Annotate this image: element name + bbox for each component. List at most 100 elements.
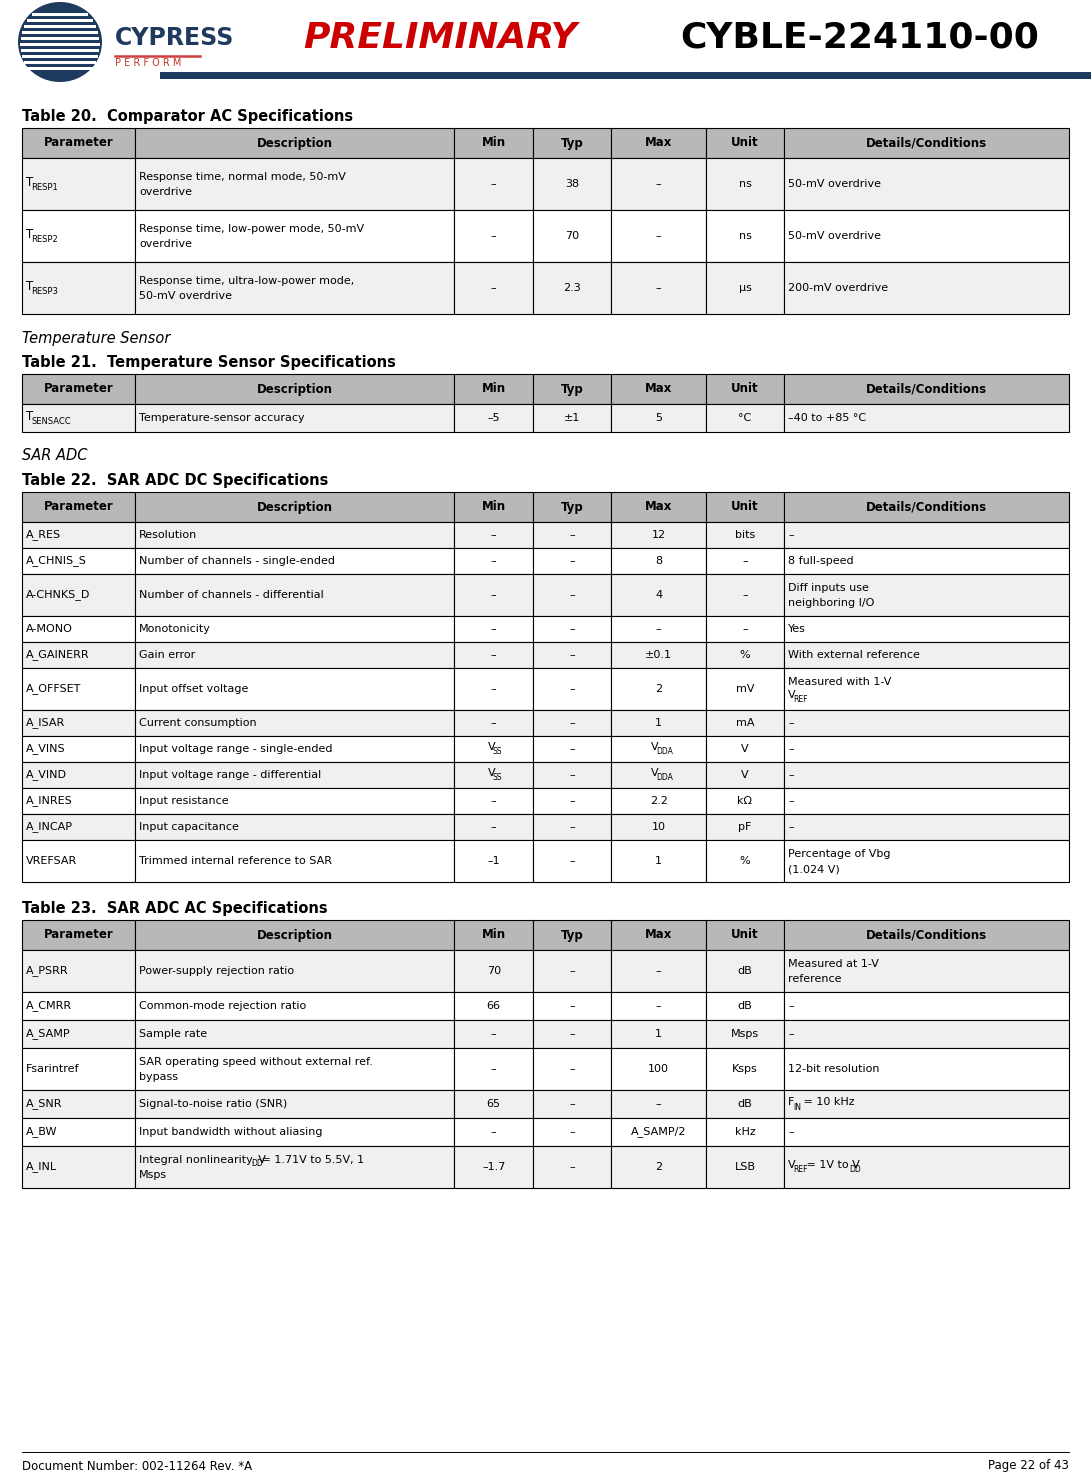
Text: = 1.71V to 5.5V, 1: = 1.71V to 5.5V, 1 xyxy=(257,1155,364,1166)
Bar xyxy=(135,709,455,736)
Text: A-CHNKS_D: A-CHNKS_D xyxy=(26,589,91,600)
Text: Gain error: Gain error xyxy=(139,650,195,661)
Text: –: – xyxy=(570,1001,575,1012)
Bar xyxy=(22,949,135,992)
Bar xyxy=(135,210,455,262)
Text: Parameter: Parameter xyxy=(44,501,113,514)
Bar xyxy=(532,127,611,158)
Bar xyxy=(532,158,611,210)
Text: V: V xyxy=(788,690,795,701)
Text: –: – xyxy=(570,624,575,634)
Bar xyxy=(455,920,532,949)
Text: –: – xyxy=(491,555,496,566)
Text: A_SAMP/2: A_SAMP/2 xyxy=(631,1127,686,1137)
Bar xyxy=(706,920,784,949)
Text: V: V xyxy=(488,742,495,752)
Bar xyxy=(455,548,532,575)
Bar xyxy=(22,763,135,788)
Bar xyxy=(135,788,455,815)
Text: –: – xyxy=(656,179,661,190)
Bar xyxy=(455,992,532,1020)
Bar xyxy=(135,1146,455,1188)
Text: 10: 10 xyxy=(651,822,666,832)
Bar xyxy=(455,668,532,709)
Text: %: % xyxy=(740,856,751,866)
Bar xyxy=(27,67,93,70)
Bar xyxy=(455,158,532,210)
Bar xyxy=(455,521,532,548)
Bar xyxy=(706,1146,784,1188)
Bar xyxy=(455,1090,532,1118)
Text: –: – xyxy=(788,1001,794,1012)
Bar xyxy=(784,1049,1069,1090)
Bar xyxy=(455,404,532,432)
Text: –: – xyxy=(742,624,747,634)
Bar xyxy=(706,992,784,1020)
Text: Fsarintref: Fsarintref xyxy=(26,1063,80,1074)
Bar xyxy=(135,375,455,404)
Bar xyxy=(611,158,706,210)
Bar xyxy=(455,127,532,158)
Text: Table 22.  SAR ADC DC Specifications: Table 22. SAR ADC DC Specifications xyxy=(22,472,328,487)
Text: Table 21.  Temperature Sensor Specifications: Table 21. Temperature Sensor Specificati… xyxy=(22,354,396,369)
Bar xyxy=(22,736,135,763)
Bar xyxy=(135,1090,455,1118)
Bar xyxy=(22,1049,135,1090)
Text: –: – xyxy=(570,1127,575,1137)
Bar xyxy=(135,840,455,883)
Text: Max: Max xyxy=(645,136,672,150)
Bar xyxy=(21,37,99,40)
Bar xyxy=(532,575,611,616)
Bar xyxy=(611,375,706,404)
Bar xyxy=(784,641,1069,668)
Bar xyxy=(135,404,455,432)
Bar xyxy=(22,616,135,641)
Text: –: – xyxy=(570,589,575,600)
Text: –: – xyxy=(570,1029,575,1040)
Text: 2.3: 2.3 xyxy=(563,283,582,293)
Bar xyxy=(32,13,88,15)
Text: –: – xyxy=(491,1029,496,1040)
Text: RESP2: RESP2 xyxy=(32,234,58,243)
Bar xyxy=(611,1049,706,1090)
Bar xyxy=(160,73,1091,78)
Bar xyxy=(22,548,135,575)
Text: –1.7: –1.7 xyxy=(482,1163,505,1171)
Text: Typ: Typ xyxy=(561,136,584,150)
Bar xyxy=(611,949,706,992)
Bar xyxy=(532,548,611,575)
Text: dB: dB xyxy=(738,1001,753,1012)
Text: –: – xyxy=(656,1001,661,1012)
Bar xyxy=(706,521,784,548)
Text: A_CHNIS_S: A_CHNIS_S xyxy=(26,555,87,566)
Text: Msps: Msps xyxy=(139,1170,167,1180)
Bar xyxy=(532,492,611,521)
Bar xyxy=(22,788,135,815)
Bar xyxy=(532,404,611,432)
Text: A_INL: A_INL xyxy=(26,1161,57,1173)
Text: A_VINS: A_VINS xyxy=(26,743,65,754)
Bar xyxy=(706,709,784,736)
Text: –: – xyxy=(788,718,794,729)
Bar xyxy=(532,668,611,709)
Bar xyxy=(706,158,784,210)
Bar xyxy=(455,815,532,840)
Text: T: T xyxy=(26,410,33,422)
Text: Min: Min xyxy=(481,382,506,395)
Text: DDA: DDA xyxy=(656,748,673,757)
Bar xyxy=(706,492,784,521)
Bar xyxy=(455,1020,532,1049)
Text: 8 full-speed: 8 full-speed xyxy=(788,555,854,566)
Bar xyxy=(135,992,455,1020)
Text: –: – xyxy=(570,743,575,754)
Text: Input bandwidth without aliasing: Input bandwidth without aliasing xyxy=(139,1127,323,1137)
Bar xyxy=(135,1118,455,1146)
Text: 38: 38 xyxy=(565,179,579,190)
Text: –: – xyxy=(570,684,575,695)
Bar xyxy=(706,840,784,883)
Text: –: – xyxy=(570,795,575,806)
Bar xyxy=(611,920,706,949)
Text: 8: 8 xyxy=(655,555,662,566)
Text: bits: bits xyxy=(735,530,755,541)
Bar xyxy=(455,949,532,992)
